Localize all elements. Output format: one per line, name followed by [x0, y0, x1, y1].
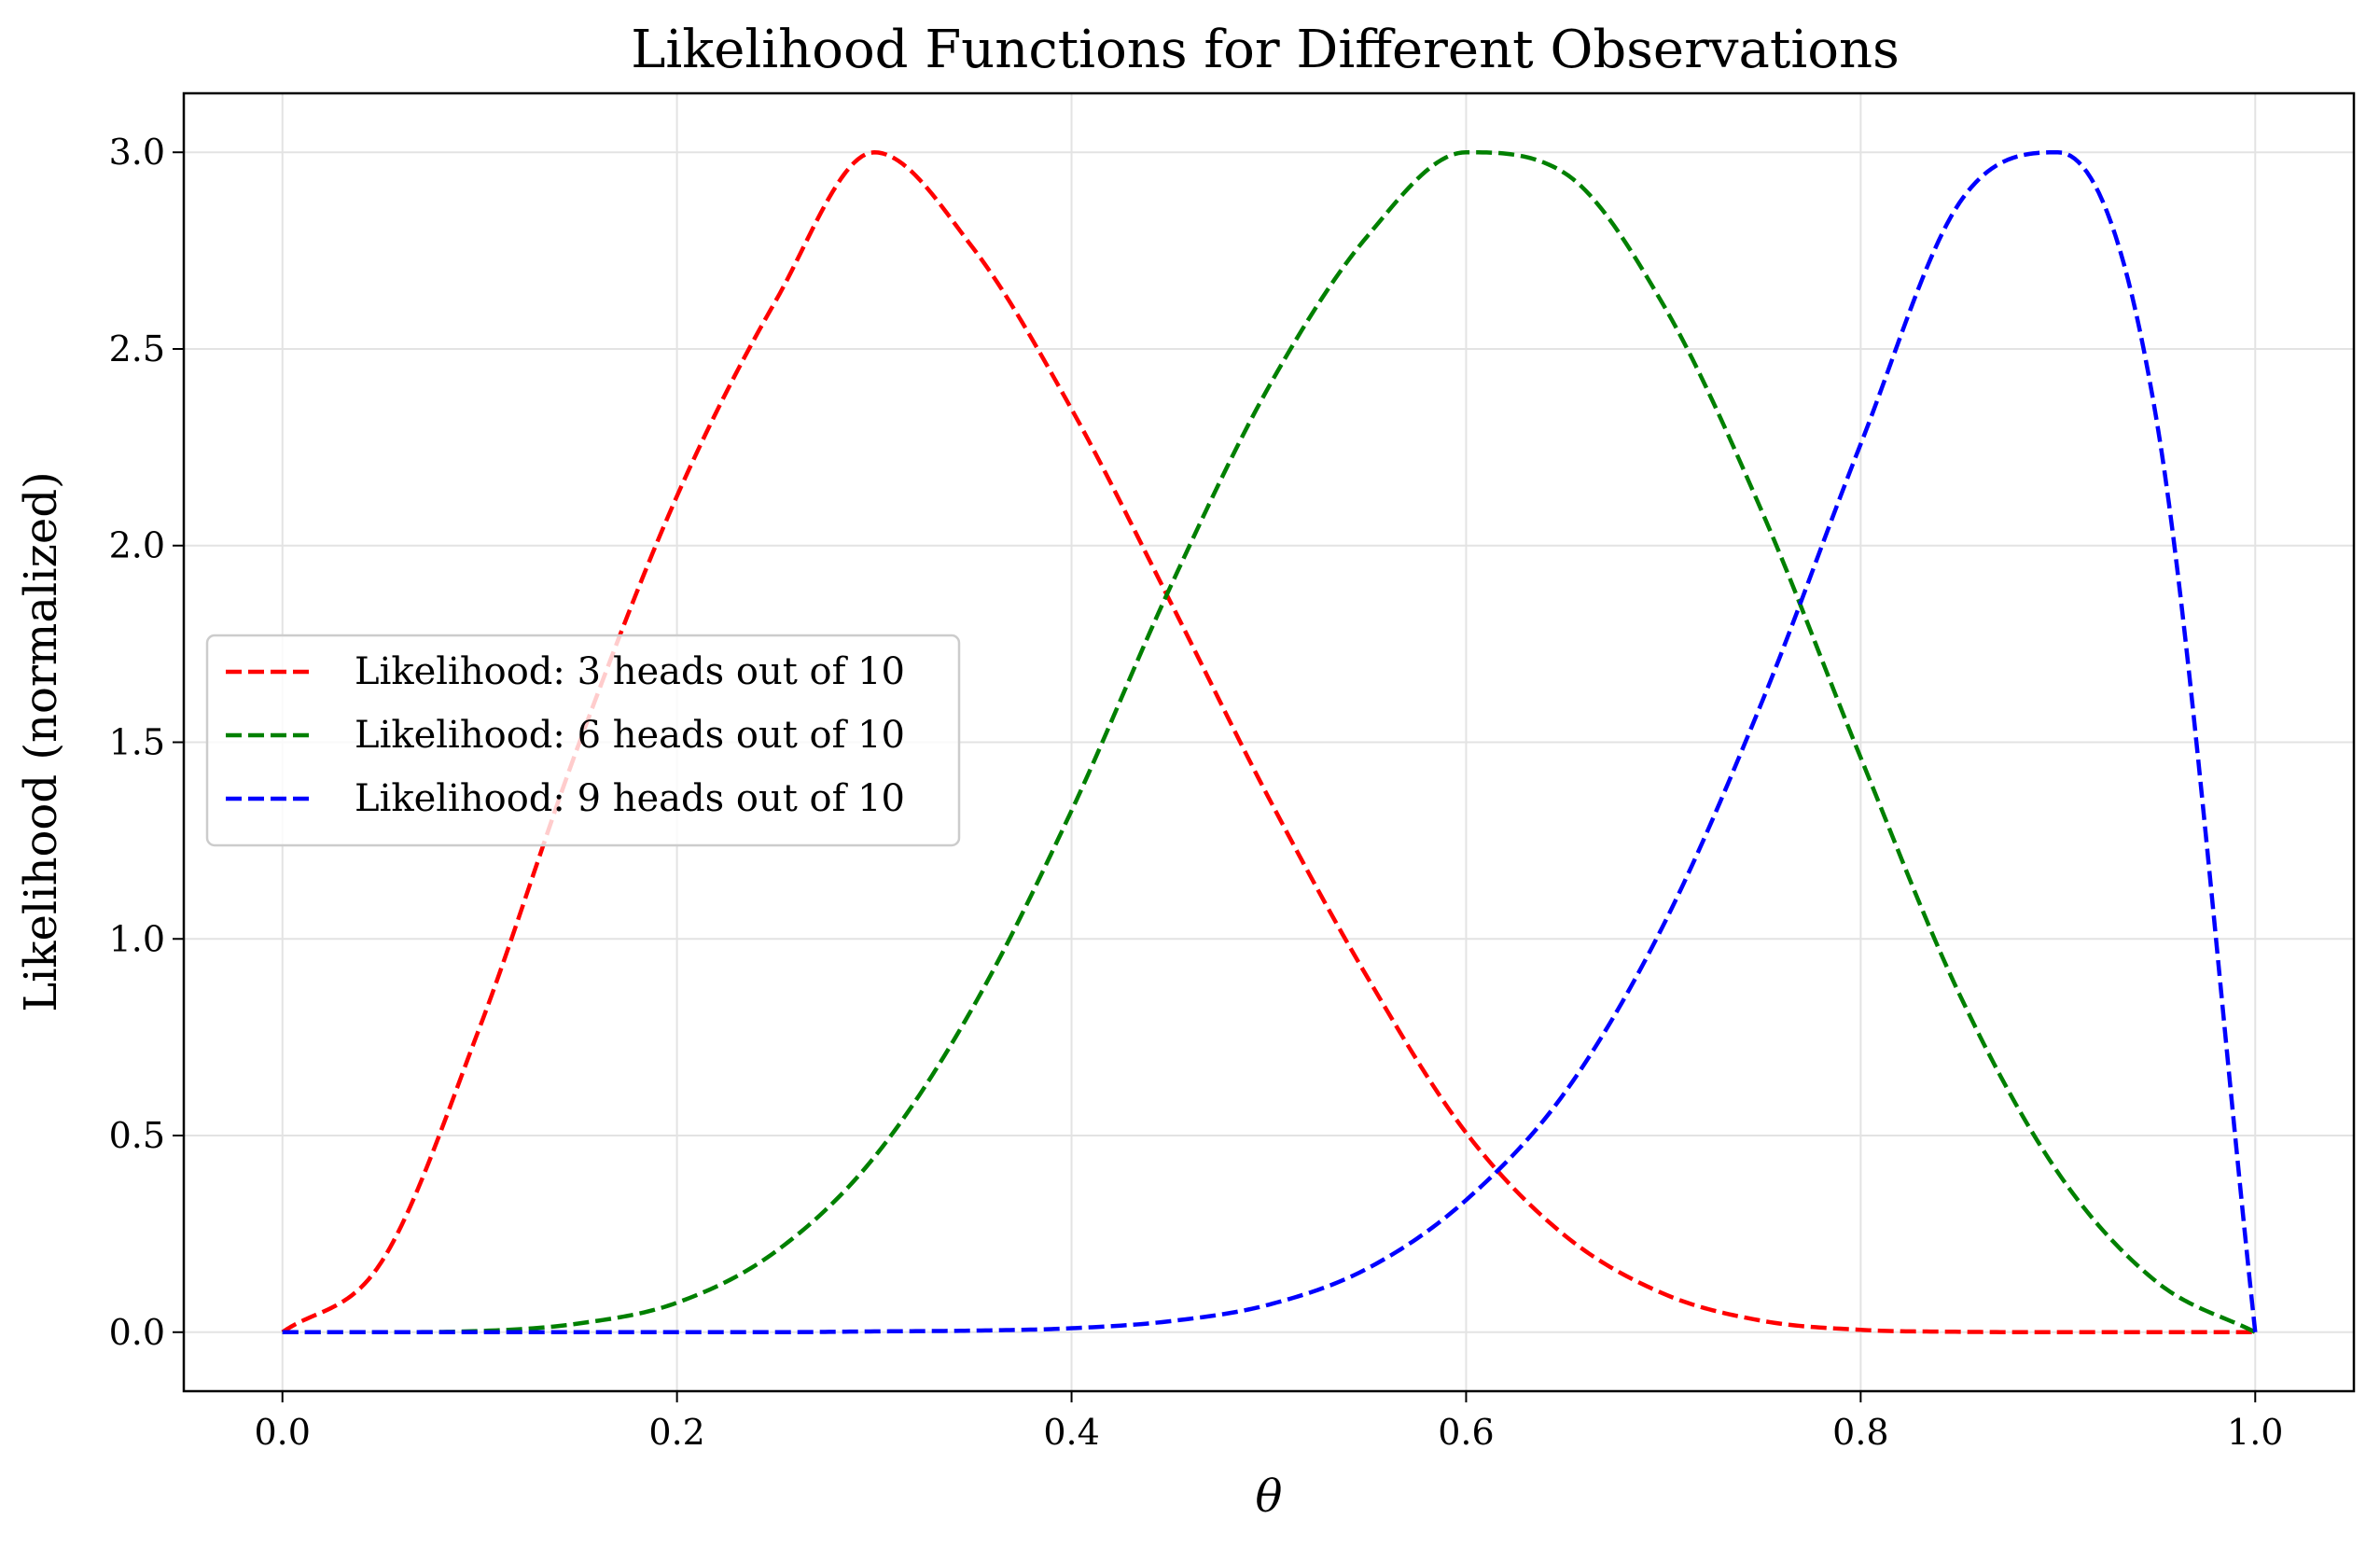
- y-tick-label: 1.0: [109, 918, 165, 959]
- y-tick-label: 2.5: [109, 328, 165, 369]
- chart-title: Likelihood Functions for Different Obser…: [631, 20, 1900, 80]
- legend-label-3: Likelihood: 9 heads out of 10: [355, 777, 905, 820]
- x-tick-label: 1.0: [2227, 1412, 2283, 1453]
- x-tick-label: 0.2: [648, 1412, 704, 1453]
- y-axis-label: Likelihood (normalized): [15, 471, 67, 1012]
- x-tick-label: 0.8: [1832, 1412, 1888, 1453]
- series-line-3: [282, 149, 2258, 1335]
- legend-label-2: Likelihood: 6 heads out of 10: [355, 714, 905, 757]
- x-axis-label: θ: [1256, 1470, 1283, 1523]
- legend: Likelihood: 3 heads out of 10 Likelihood:…: [205, 634, 961, 847]
- y-axis: 0.0 0.5 1.0 1.5 2.0 2.5 3.0: [109, 132, 184, 1353]
- x-tick-label: 0.6: [1438, 1412, 1494, 1453]
- x-tick-label: 0.4: [1043, 1412, 1099, 1453]
- legend-label-1: Likelihood: 3 heads out of 10: [355, 650, 905, 693]
- series-line-2: [282, 149, 2257, 1335]
- y-tick-label: 0.5: [109, 1115, 165, 1156]
- legend-box: [205, 634, 961, 847]
- x-axis: 0.0 0.2 0.4 0.6 0.8 1.0: [255, 1391, 2283, 1453]
- y-tick-label: 2.0: [109, 525, 165, 566]
- x-tick-label: 0.0: [255, 1412, 311, 1453]
- y-tick-label: 1.5: [109, 722, 165, 763]
- y-tick-label: 0.0: [109, 1312, 165, 1353]
- y-tick-label: 3.0: [109, 132, 165, 173]
